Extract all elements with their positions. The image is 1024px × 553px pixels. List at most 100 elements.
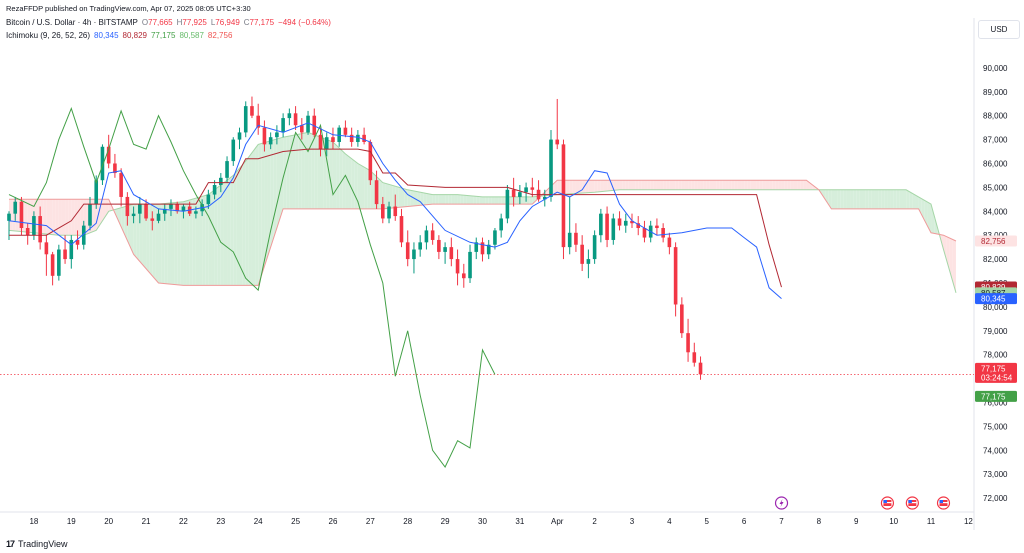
ichimoku-legend[interactable]: Ichimoku (9, 26, 52, 26) 80,345 80,829 7… [6,31,232,40]
cloud-segment [342,150,346,209]
cloud-segment [233,171,237,286]
cloud-segment [192,198,196,286]
candle-body [250,106,254,116]
candle-body [418,242,422,250]
cloud-segment [258,143,262,286]
cloud-segment [68,199,72,236]
candle-body [474,242,479,252]
cloud-segment [952,239,956,293]
flag-canton-icon [908,500,912,503]
currency-selector[interactable]: USD [978,20,1020,39]
cloud-segment [678,180,682,190]
cloud-segment [597,180,601,192]
cloud-segment [248,152,252,286]
cloud-segment [317,136,321,209]
candle-body [275,132,279,138]
candle-body [405,242,410,260]
cloud-segment [632,180,636,190]
candle-body [611,218,616,240]
cloud-segment [364,167,368,209]
candle-body [50,254,55,276]
cloud-segment [694,180,698,190]
cloud-segment [146,204,150,273]
cloud-segment [622,180,626,190]
price-label: 80,345 [981,295,1006,304]
candle-body [337,127,341,142]
x-tick-label: 7 [779,517,784,526]
candle-body [131,213,136,217]
cloud-segment [572,180,576,194]
cloud-segment [336,144,340,209]
candle-body [106,146,111,164]
cloud-segment [909,191,913,209]
candle-body [368,141,373,181]
cloud-segment [482,196,486,205]
cloud-segment [943,235,947,261]
cloud-segment [684,180,689,190]
cloud-segment [734,180,738,190]
footer[interactable]: 17 TradingView [6,539,68,549]
candle-body [306,115,310,133]
cloud-segment [46,199,50,235]
cloud-segment [392,185,396,208]
x-tick-label: 29 [441,517,450,526]
candle-body [300,125,304,133]
cloud-segment [603,180,608,192]
cloud-segment [706,180,710,190]
cloud-segment [700,180,704,190]
y-tick-label: 75,000 [983,422,1008,431]
candle-body [268,137,273,145]
cloud-segment [865,189,869,209]
candle-body [399,216,404,243]
symbol-legend[interactable]: Bitcoin / U.S. Dollar · 4h · BITSTAMP O7… [6,18,331,27]
cloud-segment [498,196,502,205]
cloud-segment [398,187,402,208]
candle-body [57,249,61,276]
open-value: O77,665 [141,18,173,27]
cloud-segment [460,194,464,205]
cloud-segment [426,193,430,205]
cloud-segment [660,180,664,190]
cloud-segment [510,196,514,205]
cloud-segment [410,190,414,207]
cloud-segment [52,199,56,235]
price-label-bg [975,390,1017,402]
x-tick-label: 10 [889,517,898,526]
x-tick-label: 22 [179,517,188,526]
cloud-segment [912,193,916,209]
flash-bolt-icon [779,499,784,507]
candle-body [156,213,161,221]
candle-body [630,220,634,224]
y-tick-label: 72,000 [983,494,1008,503]
cloud-segment [167,202,171,285]
cloud-segment [843,189,847,209]
cloud-segment [725,180,729,190]
y-tick-label: 78,000 [983,351,1008,360]
cloud-segment [401,187,405,208]
cloud-segment [245,156,249,286]
cloud-segment [261,142,265,276]
candle-body [524,187,528,193]
cloud-segment [27,199,31,233]
change-value: −494 (−0.64%) [278,18,331,27]
cloud-segment [152,204,156,280]
candle-body [580,244,584,264]
cloud-segment [242,161,246,286]
cloud-segment [142,204,147,269]
x-tick-label: 6 [742,517,747,526]
candle-body [549,139,553,197]
x-tick-label: 25 [291,517,300,526]
candle-body [119,173,123,197]
flag-canton-icon [939,500,943,503]
candle-body [243,106,248,133]
y-tick-label: 76,000 [983,398,1008,407]
cloud-segment [164,203,168,284]
cloud-segment [292,134,296,209]
leading-span-a-line [8,131,957,293]
cloud-segment [491,196,495,205]
cloud-segment [566,180,570,194]
candle-body [38,216,42,243]
x-tick-label: 3 [630,517,635,526]
cloud-segment [308,132,312,209]
